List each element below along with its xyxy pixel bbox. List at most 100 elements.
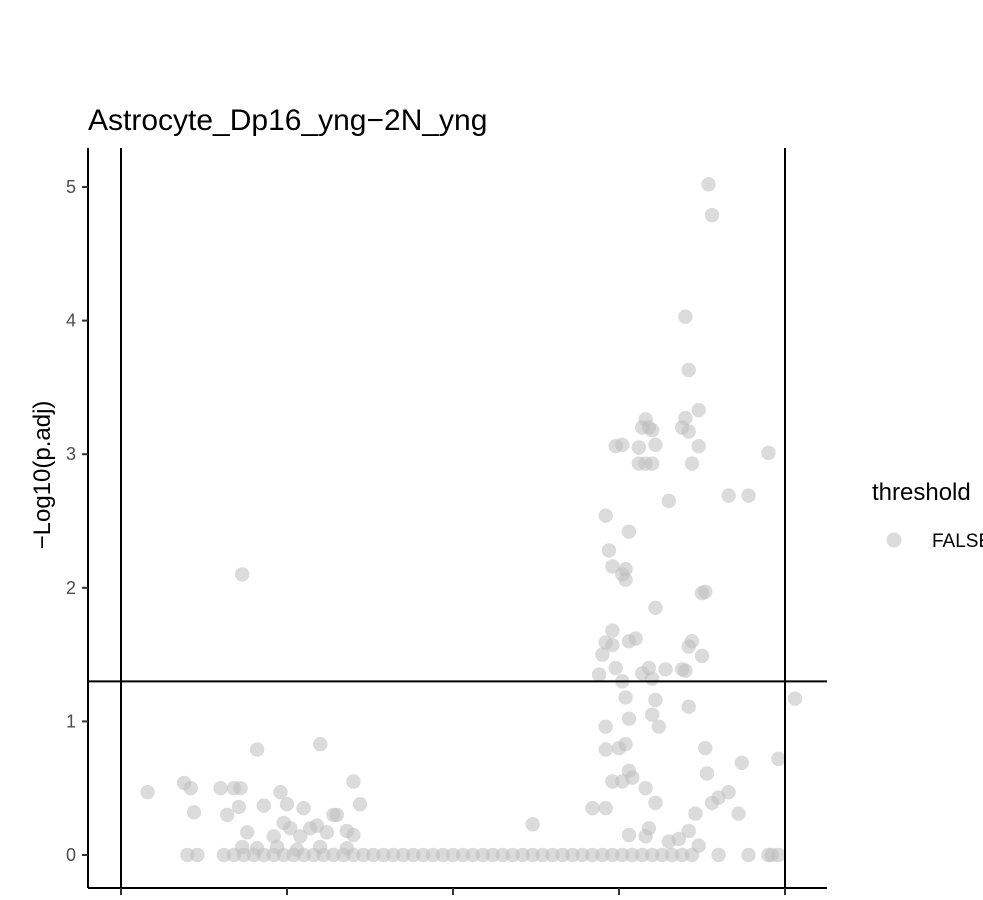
data-point <box>525 847 540 863</box>
data-point <box>635 847 650 863</box>
data-point <box>279 797 295 812</box>
data-point <box>190 847 205 863</box>
data-points <box>140 177 803 863</box>
data-point <box>621 524 637 539</box>
data-point <box>618 561 633 577</box>
data-point <box>645 423 660 438</box>
data-point <box>658 662 673 677</box>
data-point <box>605 847 620 863</box>
data-point <box>415 847 431 863</box>
data-point <box>535 847 550 863</box>
data-point <box>721 785 736 800</box>
data-point <box>601 543 617 558</box>
data-point <box>681 699 696 714</box>
data-point <box>694 648 710 664</box>
data-point <box>386 847 401 863</box>
data-point <box>734 755 749 770</box>
data-point <box>684 456 700 471</box>
data-point <box>515 847 530 863</box>
data-point <box>741 488 756 503</box>
data-point <box>681 823 696 839</box>
data-point <box>674 847 690 863</box>
data-point <box>293 829 308 844</box>
data-point <box>648 437 663 452</box>
data-point <box>671 831 686 847</box>
data-point <box>180 847 195 863</box>
axes: 0 1 2 3 4 5 <box>66 148 827 895</box>
chart-title: Astrocyte_Dp16_yng−2N_yng <box>88 104 487 137</box>
data-point <box>681 424 696 439</box>
data-point <box>615 437 630 452</box>
data-point <box>366 847 381 863</box>
data-point <box>664 847 680 863</box>
data-point <box>625 847 640 863</box>
data-point <box>575 847 590 863</box>
data-point <box>721 488 736 503</box>
data-point <box>648 692 663 708</box>
data-point <box>771 751 786 766</box>
y-tick-label: 2 <box>66 578 76 598</box>
data-point <box>605 559 620 574</box>
data-point <box>605 774 620 789</box>
data-point <box>591 667 607 682</box>
data-point <box>605 623 620 638</box>
data-point <box>618 690 633 705</box>
data-point <box>296 801 311 816</box>
legend-title: threshold <box>872 479 971 506</box>
data-point <box>691 838 706 853</box>
data-point <box>313 736 328 752</box>
data-point <box>326 847 341 863</box>
data-point <box>648 795 663 811</box>
data-point <box>621 711 637 726</box>
y-tick-label: 3 <box>66 444 76 464</box>
data-point <box>741 847 756 863</box>
data-point <box>313 839 328 855</box>
data-point <box>691 439 706 454</box>
data-point <box>256 798 271 813</box>
data-point <box>595 647 610 662</box>
data-point <box>425 847 441 863</box>
data-point <box>465 847 481 863</box>
data-point <box>585 847 600 863</box>
data-point <box>555 847 570 863</box>
data-point <box>495 847 510 863</box>
data-point <box>645 847 660 863</box>
data-point <box>352 797 368 812</box>
data-point <box>346 827 361 843</box>
data-point <box>240 825 255 840</box>
data-point <box>691 402 706 418</box>
data-point <box>618 572 633 587</box>
data-point <box>269 839 285 855</box>
legend-key-false <box>886 532 902 548</box>
data-point <box>787 691 803 706</box>
data-point <box>678 309 693 324</box>
data-point <box>625 770 640 785</box>
data-point <box>638 781 653 796</box>
data-point <box>681 639 696 654</box>
data-point <box>698 740 713 756</box>
legend-label-false: FALSE <box>932 531 983 552</box>
data-point <box>651 719 666 734</box>
data-point <box>701 177 716 192</box>
data-point <box>598 742 613 757</box>
data-point <box>638 412 653 427</box>
data-point <box>309 818 325 833</box>
data-point <box>678 410 693 426</box>
data-point <box>249 841 265 856</box>
data-point <box>445 847 461 863</box>
y-axis-label: −Log10(p.adj) <box>29 401 56 550</box>
data-point <box>699 766 715 781</box>
data-point <box>771 847 786 863</box>
data-point <box>598 801 613 816</box>
data-point <box>231 799 247 815</box>
data-point <box>678 663 693 678</box>
data-point <box>681 362 696 378</box>
data-point <box>641 821 657 836</box>
data-point <box>235 567 250 582</box>
data-point <box>186 805 202 820</box>
data-point <box>711 847 726 863</box>
data-point <box>235 839 250 855</box>
data-point <box>598 719 613 734</box>
data-point <box>645 707 660 722</box>
data-point <box>608 660 623 676</box>
